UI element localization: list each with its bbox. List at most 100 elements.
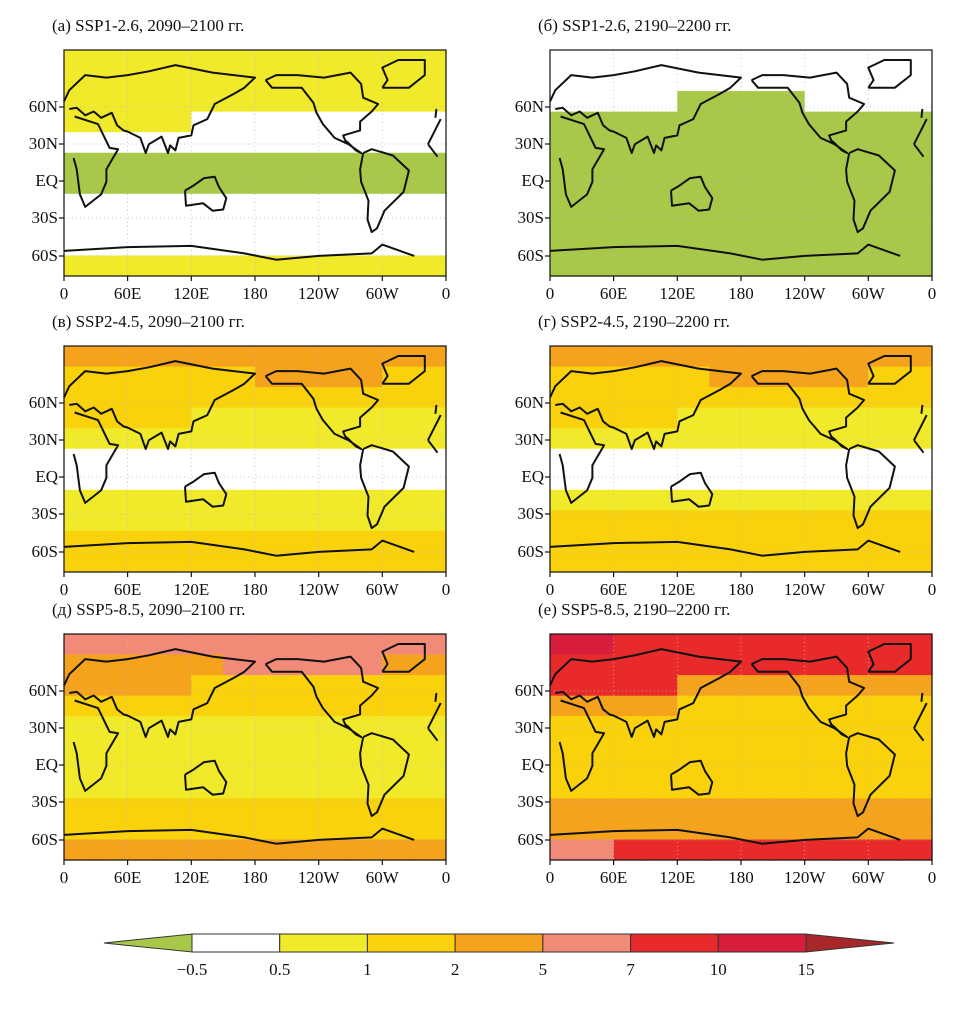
grid-cell [191,50,224,72]
grid-cell [868,193,901,215]
grid-cell [645,193,678,215]
grid-cell [223,695,256,717]
grid-cell [677,152,710,174]
grid-cell [127,366,161,388]
grid-cell [804,469,838,491]
lon-label: 120W [783,868,826,887]
grid-cell [550,132,583,154]
grid-cell [900,346,933,368]
grid-cell [191,111,224,133]
grid-cell [900,91,933,113]
grid-cell [350,91,383,113]
grid-cell [95,91,129,113]
grid-cell [550,818,583,841]
grid-cell [550,716,583,738]
grid-cell [581,448,615,470]
grid-cell [95,716,129,738]
grid-cell [286,551,320,573]
grid-cell [581,173,615,195]
grid-cell [581,91,615,113]
grid-cell [709,634,742,656]
grid-cell [95,255,129,277]
grid-cell [900,366,933,388]
lon-label: 60E [113,580,142,599]
grid-cell [868,675,901,697]
grid-cell [159,448,192,470]
grid-cell [255,839,288,861]
grid-cell [159,255,192,277]
lat-label: 30N [514,430,544,449]
grid-cell [64,387,97,409]
colorbar-label: 1 [363,960,372,979]
grid-cell [613,173,647,195]
grid-cell [772,839,806,861]
grid-cell [318,530,352,553]
grid-cell [255,111,288,133]
grid-cell [677,736,710,758]
grid-cell [159,551,192,573]
grid-cell [286,469,320,491]
grid-cell [159,111,192,133]
grid-cell [127,634,161,656]
coastline [558,115,928,208]
grid-cell [255,407,288,429]
grid-cell [581,551,615,573]
grid-cell [255,510,288,532]
grid-cell [159,91,192,113]
colorbar-label: 7 [626,960,635,979]
grid-cell [127,839,161,861]
grid-cell [613,346,647,368]
grid-cell [613,234,647,257]
grid-cell [414,346,447,368]
grid-cell [382,489,415,511]
lon-label: 180 [728,580,754,599]
coastline [558,699,928,792]
lon-label: 120W [783,284,826,303]
coastline [264,655,380,738]
grid-cell [191,736,224,758]
grid-cell [255,428,288,450]
grid-cell [645,366,678,388]
grid-cell [772,407,806,429]
grid-cell [382,675,415,697]
grid-cell [64,818,97,841]
coastline [670,175,714,212]
grid-cell [159,839,192,861]
lon-label: 0 [545,580,555,599]
grid-cell [804,510,838,532]
grid-cell [159,675,192,697]
grid-cell [741,111,774,133]
grid-cell [836,70,869,92]
lat-label: 30N [514,718,544,737]
lat-label: EQ [35,467,58,486]
grid-cell [677,346,710,368]
grid-cell [613,214,647,236]
lon-label: 60E [113,284,142,303]
grid-cell [414,777,447,799]
grid-cell [868,132,901,154]
grid-cell [613,469,647,491]
grid-cell [286,489,320,511]
grid-cell [223,152,256,174]
grid-cell [318,70,352,92]
grid-cell [900,716,933,738]
grid-cell [772,675,806,697]
grid-cell [709,448,742,470]
grid-cell [223,489,256,511]
grid-cell [836,50,869,72]
grid-cell [900,193,933,215]
grid-cell [350,132,383,154]
grid-cell [741,716,774,738]
lat-label: 30N [514,134,544,153]
grid-cell [804,777,838,799]
grid-cell [95,757,129,779]
grid-cell [64,91,97,113]
grid-cell [159,407,192,429]
lon-label: 180 [242,580,268,599]
grid-cell [550,346,583,368]
grid-cell [223,111,256,133]
grid-cell [414,428,447,450]
grid-cell [772,530,806,553]
coastline [549,243,901,261]
grid-cell [318,818,352,841]
